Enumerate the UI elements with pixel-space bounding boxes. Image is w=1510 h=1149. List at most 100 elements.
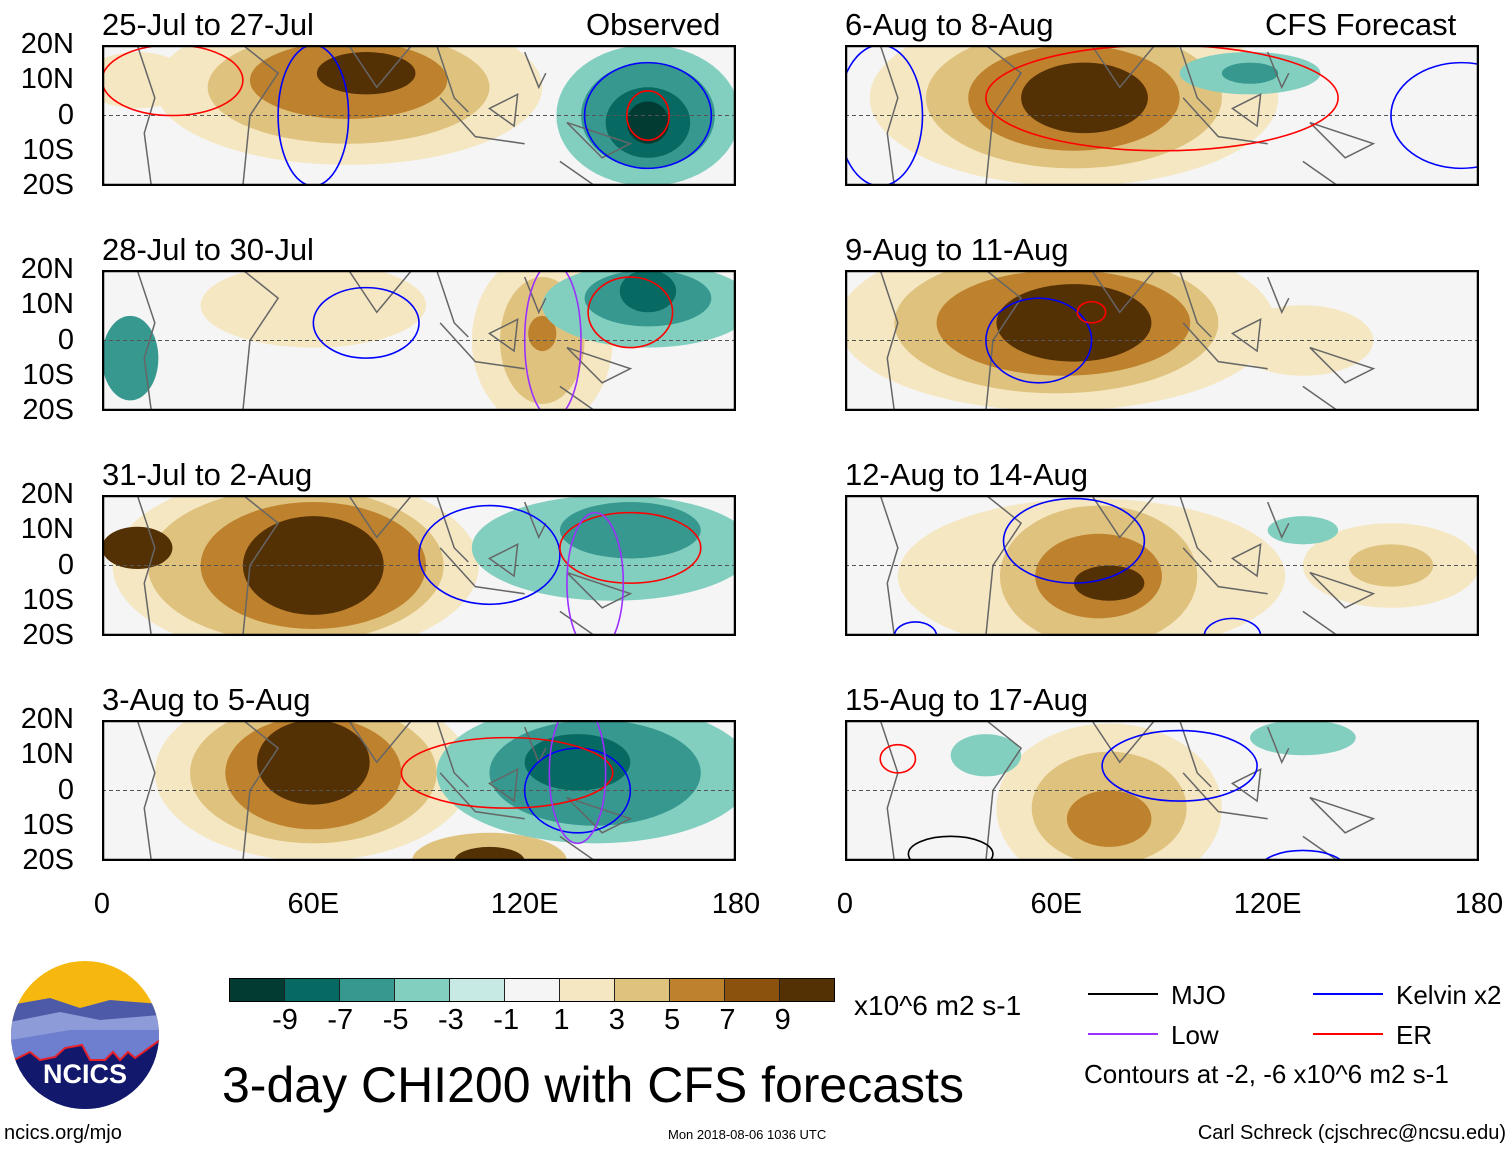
colorbar-swatch bbox=[560, 979, 615, 1001]
wave-contour bbox=[985, 45, 1339, 152]
anomaly-map-panel bbox=[102, 270, 736, 411]
wave-contour bbox=[893, 621, 938, 636]
lat-tick-label: 20N bbox=[20, 28, 74, 60]
lat-tick-label: 0 bbox=[57, 323, 74, 356]
lat-tick-label: 20N bbox=[20, 253, 74, 285]
wave-contour bbox=[907, 835, 994, 861]
anomaly-shading bbox=[626, 101, 670, 144]
legend-label: MJO bbox=[1171, 980, 1226, 1010]
wave-contour bbox=[1076, 300, 1107, 324]
lon-tick-label: 180 bbox=[711, 888, 761, 920]
legend-label: Low bbox=[1171, 1020, 1219, 1050]
anomaly-map-panel bbox=[845, 270, 1479, 411]
lon-tick-label: 120E bbox=[490, 888, 559, 920]
colorbar-swatch bbox=[285, 979, 340, 1001]
legend-line bbox=[1313, 993, 1383, 995]
wave-contour bbox=[1390, 61, 1479, 170]
lat-tick-label: 20N bbox=[20, 478, 74, 510]
colorbar-swatch bbox=[340, 979, 395, 1001]
lon-tick-label: 60E bbox=[287, 888, 340, 920]
anomaly-shading bbox=[102, 315, 159, 401]
lat-tick-label: 20S bbox=[22, 619, 74, 651]
lon-tick-label: 180 bbox=[1454, 888, 1504, 920]
lon-tick-label: 60E bbox=[1030, 888, 1083, 920]
wave-contour bbox=[1203, 617, 1262, 636]
lat-tick-label: 20S bbox=[22, 844, 74, 876]
anomaly-map-panel bbox=[102, 495, 736, 636]
wave-contour bbox=[845, 45, 924, 186]
wave-contour bbox=[418, 504, 561, 606]
contour-note: Contours at -2, -6 x10^6 m2 s-1 bbox=[1084, 1059, 1449, 1089]
footer-url[interactable]: ncics.org/mjo bbox=[4, 1122, 122, 1144]
lat-tick-label: 10S bbox=[22, 133, 74, 166]
coastlines bbox=[136, 270, 633, 411]
legend-line bbox=[1088, 1033, 1158, 1035]
anomaly-map-panel bbox=[102, 45, 736, 186]
colorbar-label: 7 bbox=[719, 1004, 736, 1036]
colorbar-swatch bbox=[505, 979, 560, 1001]
lat-tick-label: 0 bbox=[57, 98, 74, 131]
lat-tick-label: 20N bbox=[20, 703, 74, 735]
wave-contour bbox=[523, 747, 632, 834]
lon-tick-label: 0 bbox=[93, 888, 111, 920]
anomaly-shading bbox=[619, 270, 677, 313]
anomaly-map-panel bbox=[845, 45, 1479, 186]
colorbar-label: -5 bbox=[382, 1004, 409, 1036]
lat-tick-label: 10S bbox=[22, 358, 74, 391]
wave-contour bbox=[559, 511, 702, 584]
wave-contour bbox=[312, 286, 420, 359]
anomaly-shading bbox=[102, 526, 173, 570]
ncics-logo: NCICS bbox=[11, 961, 159, 1109]
anomaly-shading bbox=[256, 720, 370, 805]
wave-contour bbox=[879, 743, 917, 774]
coastlines bbox=[879, 270, 1376, 411]
colorbar-swatch bbox=[395, 979, 450, 1001]
coastlines bbox=[136, 495, 633, 636]
anomaly-shading bbox=[1073, 565, 1145, 601]
lon-tick-label: 0 bbox=[836, 888, 854, 920]
anomaly-shading bbox=[524, 734, 631, 791]
lat-tick-label: 10N bbox=[20, 513, 74, 546]
wave-contour bbox=[587, 276, 674, 349]
wave-contour bbox=[523, 270, 582, 411]
legend-line bbox=[1088, 993, 1158, 995]
anomaly-map-panel bbox=[845, 720, 1479, 861]
anomaly-shading bbox=[316, 52, 416, 95]
coastlines bbox=[879, 720, 1376, 861]
colorbar-swatch bbox=[615, 979, 670, 1001]
panel-title: 12-Aug to 14-Aug bbox=[845, 457, 1089, 492]
anomaly-shading bbox=[1348, 544, 1434, 587]
legend-line bbox=[1313, 1033, 1383, 1035]
legend-label: Kelvin x2 bbox=[1396, 980, 1502, 1010]
lat-tick-label: 10S bbox=[22, 808, 74, 841]
lon-tick-label: 120E bbox=[1233, 888, 1302, 920]
anomaly-map-panel bbox=[102, 720, 736, 861]
panel-title: 15-Aug to 17-Aug bbox=[845, 682, 1089, 717]
figure-title: 3-day CHI200 with CFS forecasts bbox=[222, 1057, 964, 1113]
coastlines bbox=[879, 45, 1376, 186]
anomaly-map-panel bbox=[845, 495, 1479, 636]
wave-contour bbox=[1101, 729, 1258, 802]
anomaly-shading bbox=[950, 734, 1022, 777]
anomaly-shading bbox=[200, 270, 427, 348]
colorbar-label: 3 bbox=[608, 1004, 625, 1036]
wave-contour bbox=[102, 45, 244, 117]
panel-title: 3-Aug to 5-Aug bbox=[102, 682, 311, 717]
colorbar-label: -3 bbox=[437, 1004, 464, 1036]
colorbar-label: 5 bbox=[664, 1004, 681, 1036]
colorbar-swatch bbox=[780, 979, 834, 1001]
wave-contour bbox=[583, 61, 713, 170]
anomaly-shading bbox=[1267, 516, 1339, 545]
wave-contour bbox=[1002, 497, 1146, 584]
legend-label: ER bbox=[1396, 1020, 1433, 1050]
anomaly-shading bbox=[1250, 720, 1356, 756]
panel-title: 31-Jul to 2-Aug bbox=[102, 457, 313, 492]
colorbar-label: 9 bbox=[774, 1004, 791, 1036]
footer-credit: Carl Schreck (cjschrec@ncsu.edu) bbox=[1197, 1122, 1506, 1144]
coastlines bbox=[136, 45, 633, 186]
anomaly-shading bbox=[528, 315, 557, 352]
anomaly-shading bbox=[102, 52, 191, 109]
panel-title: 6-Aug to 8-Aug bbox=[845, 7, 1054, 42]
colorbar-swatch bbox=[230, 979, 285, 1001]
colorbar-swatch bbox=[670, 979, 725, 1001]
